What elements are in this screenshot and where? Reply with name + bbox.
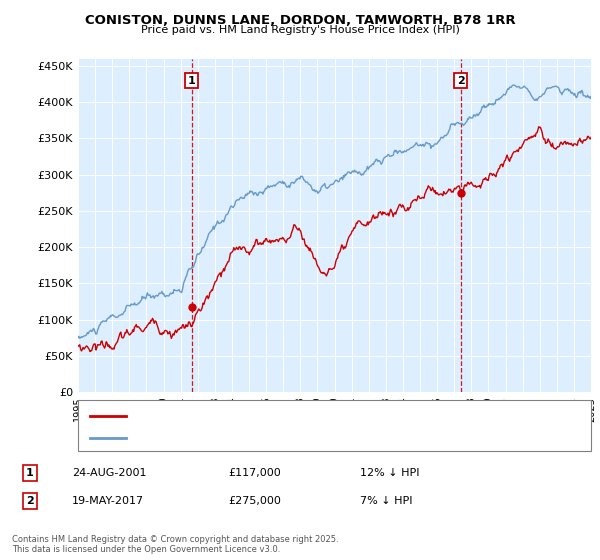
Text: Price paid vs. HM Land Registry's House Price Index (HPI): Price paid vs. HM Land Registry's House … [140, 25, 460, 35]
Text: 12% ↓ HPI: 12% ↓ HPI [360, 468, 419, 478]
Text: HPI: Average price, detached house, North Warwickshire: HPI: Average price, detached house, Nort… [132, 433, 408, 443]
Text: 1: 1 [26, 468, 34, 478]
Text: Contains HM Land Registry data © Crown copyright and database right 2025.
This d: Contains HM Land Registry data © Crown c… [12, 535, 338, 554]
Text: £117,000: £117,000 [228, 468, 281, 478]
Text: 7% ↓ HPI: 7% ↓ HPI [360, 496, 413, 506]
Text: CONISTON, DUNNS LANE, DORDON, TAMWORTH, B78 1RR (detached house): CONISTON, DUNNS LANE, DORDON, TAMWORTH, … [132, 410, 506, 421]
Text: 19-MAY-2017: 19-MAY-2017 [72, 496, 144, 506]
Text: £275,000: £275,000 [228, 496, 281, 506]
Text: 1: 1 [188, 76, 196, 86]
Text: 24-AUG-2001: 24-AUG-2001 [72, 468, 146, 478]
Text: 2: 2 [26, 496, 34, 506]
Text: 2: 2 [457, 76, 464, 86]
Text: CONISTON, DUNNS LANE, DORDON, TAMWORTH, B78 1RR: CONISTON, DUNNS LANE, DORDON, TAMWORTH, … [85, 14, 515, 27]
